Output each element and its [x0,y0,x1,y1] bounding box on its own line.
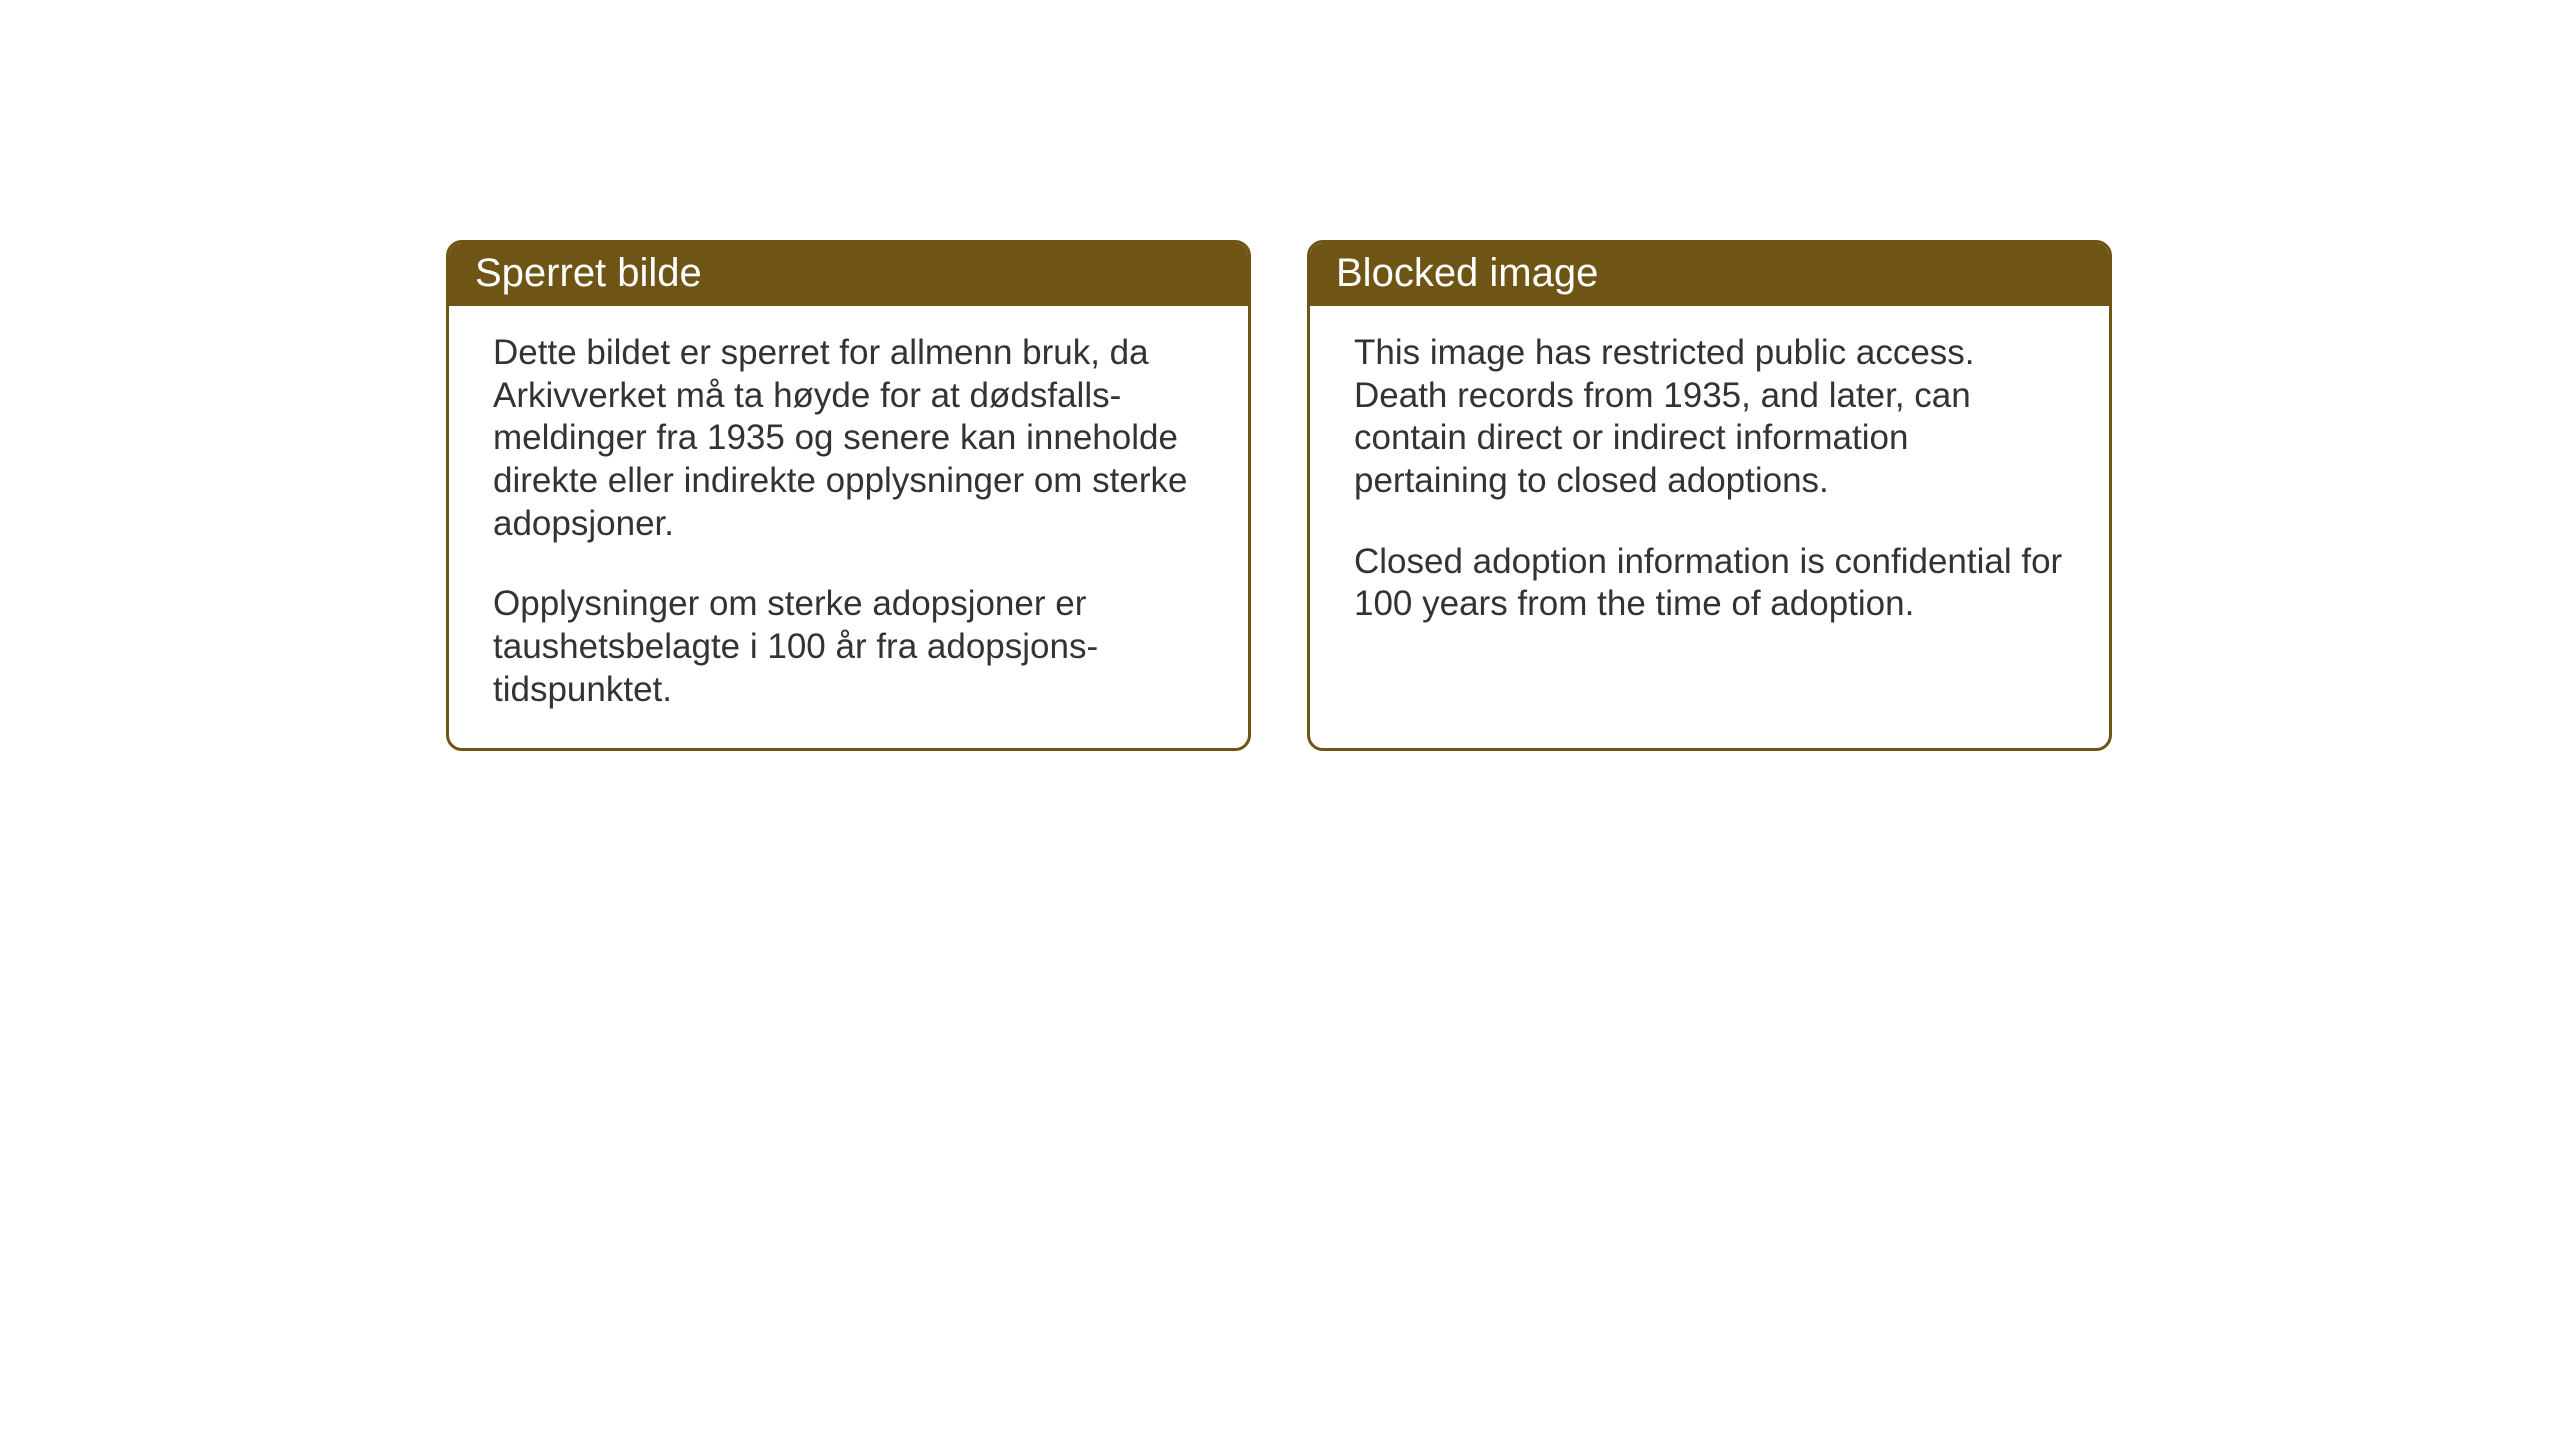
card-paragraph-1: Dette bildet er sperret for allmenn bruk… [493,332,1204,545]
card-paragraph-1: This image has restricted public access.… [1354,332,2065,503]
card-body-english: This image has restricted public access.… [1310,306,2109,726]
notice-card-english: Blocked image This image has restricted … [1307,240,2112,751]
notice-card-norwegian: Sperret bilde Dette bildet er sperret fo… [446,240,1251,751]
card-title-norwegian: Sperret bilde [449,243,1248,306]
notice-cards-container: Sperret bilde Dette bildet er sperret fo… [446,240,2112,751]
card-title-english: Blocked image [1310,243,2109,306]
card-paragraph-2: Opplysninger om sterke adopsjoner er tau… [493,583,1204,711]
card-body-norwegian: Dette bildet er sperret for allmenn bruk… [449,306,1248,748]
card-paragraph-2: Closed adoption information is confident… [1354,541,2065,626]
